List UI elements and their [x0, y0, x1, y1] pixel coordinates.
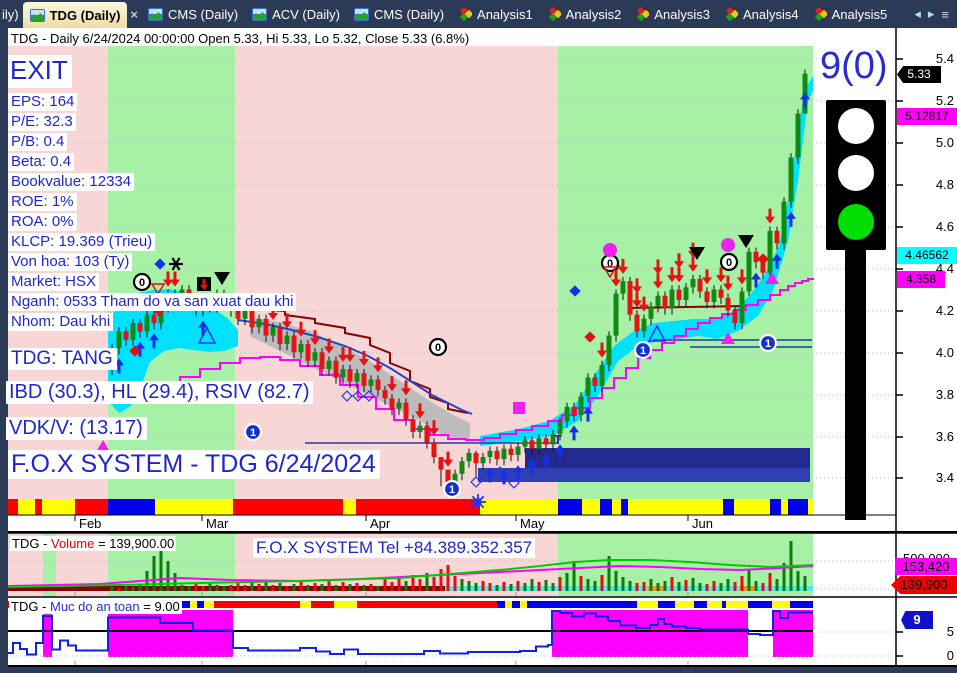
volume-pane-title: TDG - Volume = 139,900.00: [10, 536, 177, 551]
analysis-icon: [459, 7, 473, 21]
price-tick-4.2: 4.2: [935, 303, 954, 318]
month-label-feb: Feb: [79, 516, 102, 531]
volume-last-badge: 139,900: [891, 576, 957, 594]
ma-price-badge-lower: 4.358: [897, 271, 945, 288]
safety-value-badge: 9: [901, 611, 933, 629]
tab-label: ACV (Daily): [272, 6, 340, 22]
tab-label: Analysis1: [477, 6, 533, 22]
safety-tick-5: 5: [946, 624, 954, 639]
tab-scroll-left-icon[interactable]: ◂: [914, 6, 921, 21]
tab-bar: ily) TDG (Daily) × CMS (Daily) ACV (Daily) C…: [0, 0, 957, 28]
svg-text:T: T: [554, 432, 562, 447]
safety-pane-title: TDG - Muc do an toan = 9.00: [9, 599, 182, 614]
tab-cms-daily-1[interactable]: CMS (Daily): [141, 4, 245, 25]
month-label-mar: Mar: [206, 516, 229, 531]
tab-analysis2-5[interactable]: Analysis2: [540, 4, 629, 25]
price-tick-4.6: 4.6: [935, 219, 954, 234]
info-line-11: Nhom: Dau khi: [8, 313, 114, 331]
price-tick-5.0: 5.0: [935, 135, 954, 150]
info-line-8: Von hoa: 103 (Ty): [8, 253, 133, 271]
month-label-jun: Jun: [692, 516, 713, 531]
price-tick-3.8: 3.8: [935, 387, 954, 402]
traffic-light-middle: [838, 155, 874, 191]
info-line-4: Bookvalue: 12334: [8, 173, 135, 191]
tab-acv-daily-2[interactable]: ACV (Daily): [245, 4, 347, 25]
info-line-2: P/B: 0.4: [8, 133, 68, 151]
last-price-badge: 5.33: [897, 66, 941, 83]
chart-icon: [353, 7, 369, 21]
svg-text:1: 1: [449, 484, 455, 496]
chart-icon: [29, 8, 45, 22]
traffic-light-top: [838, 108, 874, 144]
svg-text:1: 1: [640, 345, 646, 357]
volume-watermark: F.O.X SYSTEM Tel +84.389.352.357: [253, 538, 536, 558]
tab-label: Analysis5: [831, 6, 888, 22]
tab-label: TDG (Daily): [49, 7, 121, 23]
analysis-icon: [814, 7, 827, 21]
tab-label: Analysis4: [742, 6, 799, 22]
tab-label: Analysis2: [565, 6, 622, 22]
traffic-light-indicator: [826, 100, 886, 250]
tab-analysis3-6[interactable]: Analysis3: [628, 4, 717, 25]
system-watermark: F.O.X SYSTEM - TDG 6/24/2024: [8, 450, 380, 479]
tab-overflow-partial[interactable]: ily): [2, 6, 19, 22]
svg-text:0: 0: [139, 277, 145, 289]
price-tick-5.2: 5.2: [935, 93, 954, 108]
svg-text:0: 0: [435, 342, 441, 354]
chart-title: TDG - Daily 6/24/2024 00:00:00 Open 5.33…: [11, 31, 470, 46]
band-price-badge: 4.46562: [897, 247, 957, 264]
tab-label: Analysis3: [654, 6, 710, 22]
svg-text:0: 0: [726, 257, 732, 269]
price-tick-3.6: 3.6: [935, 429, 954, 444]
svg-text:1: 1: [765, 338, 771, 350]
tab-cms-daily-3[interactable]: CMS (Daily): [347, 4, 451, 25]
signal-count-label: 9(0): [817, 46, 891, 86]
price-tick-4.8: 4.8: [935, 177, 954, 192]
ma-price-badge-upper: 5.12817: [897, 108, 957, 125]
vdk-readout-label: VDK/V: (13.17): [6, 417, 147, 440]
tab-close-icon[interactable]: ×: [130, 6, 138, 22]
traffic-light-pole: [845, 248, 866, 520]
info-line-10: Nganh: 0533 Tham do va san xuat dau khi: [8, 293, 297, 311]
safety-tick-0: 0: [946, 648, 954, 663]
exit-signal-label: EXIT: [8, 55, 72, 88]
info-line-3: Beta: 0.4: [8, 153, 75, 171]
chart-icon: [252, 7, 268, 21]
info-line-7: KLCP: 19.369 (Trieu): [8, 233, 156, 251]
fundamental-info-list: EPS: 164 P/E: 32.3 P/B: 0.4 Beta: 0.4 Bookva…: [8, 93, 297, 333]
tab-analysis5-8[interactable]: Analysis5: [806, 4, 895, 25]
info-line-5: ROE: 1%: [8, 193, 77, 211]
svg-text:1: 1: [250, 427, 256, 439]
signal-arrows: [114, 92, 810, 485]
info-line-1: P/E: 32.3: [8, 113, 76, 131]
volume-ma-badge: 153,420: [895, 558, 957, 575]
svg-text:0: 0: [607, 258, 613, 270]
month-label-apr: Apr: [370, 516, 391, 531]
tab-analysis4-7[interactable]: Analysis4: [717, 4, 806, 25]
tab-menu-icon[interactable]: ≡: [941, 6, 949, 22]
indicator-readout-label: IBD (30.3), HL (29.4), RSIV (82.7): [6, 381, 314, 404]
analysis-icon: [548, 7, 561, 21]
price-tick-5.4: 5.4: [935, 51, 954, 66]
info-line-9: Market: HSX: [8, 273, 100, 291]
price-tick-3.4: 3.4: [935, 470, 954, 485]
tab-tdg-daily-0[interactable]: TDG (Daily): [22, 2, 128, 28]
tab-nav-controls: ◂ ▸ ≡: [914, 6, 957, 22]
tab-label: CMS (Daily): [168, 6, 239, 22]
month-label-may: May: [520, 516, 545, 531]
ticker-status-label: TDG: TANG: [8, 348, 117, 370]
traffic-light-bottom-green: [838, 204, 874, 240]
tab-analysis1-4[interactable]: Analysis1: [451, 4, 540, 25]
price-tick-4.0: 4.0: [935, 345, 954, 360]
tab-scroll-right-icon[interactable]: ▸: [927, 6, 935, 21]
info-line-0: EPS: 164: [8, 93, 78, 111]
analysis-icon: [637, 7, 650, 21]
info-line-6: ROA: 0%: [8, 213, 77, 231]
analysis-icon: [725, 7, 738, 21]
tab-label: CMS (Daily): [373, 6, 445, 22]
chart-icon: [148, 7, 163, 21]
